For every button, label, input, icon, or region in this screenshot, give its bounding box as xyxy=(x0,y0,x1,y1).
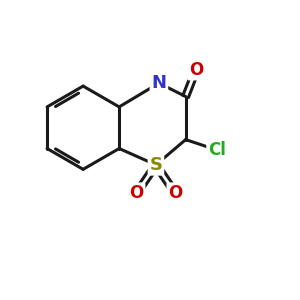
Text: S: S xyxy=(149,156,162,174)
Text: O: O xyxy=(168,184,182,202)
Text: O: O xyxy=(130,184,144,202)
Text: Cl: Cl xyxy=(208,141,226,159)
Text: N: N xyxy=(152,74,166,92)
Text: O: O xyxy=(189,61,203,79)
